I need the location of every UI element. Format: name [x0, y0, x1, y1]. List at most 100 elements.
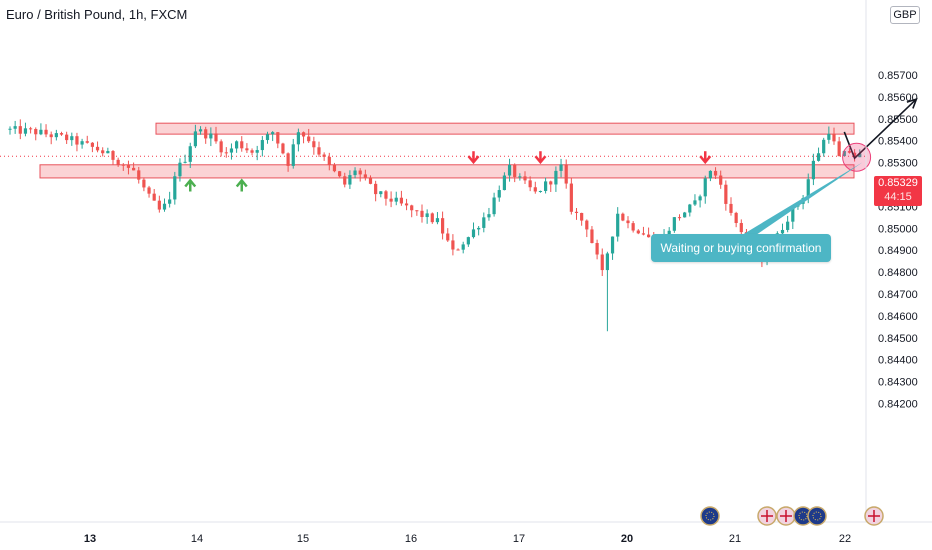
candle[interactable] — [332, 162, 337, 173]
candle[interactable] — [178, 158, 182, 182]
candle[interactable] — [564, 159, 568, 189]
candle[interactable] — [554, 166, 558, 192]
candle[interactable] — [286, 152, 290, 172]
candle[interactable] — [708, 170, 712, 182]
candle[interactable] — [44, 124, 48, 138]
candle[interactable] — [116, 157, 120, 167]
candle[interactable] — [492, 192, 496, 217]
candle[interactable] — [590, 226, 594, 244]
candle[interactable] — [605, 251, 609, 332]
events[interactable] — [700, 506, 884, 526]
candle[interactable] — [703, 175, 707, 204]
candle[interactable] — [188, 142, 192, 169]
candle[interactable] — [59, 131, 64, 136]
candle[interactable] — [296, 128, 300, 152]
candle[interactable] — [183, 154, 187, 164]
candle[interactable] — [368, 175, 373, 185]
candle[interactable] — [198, 126, 203, 135]
candle[interactable] — [502, 172, 506, 191]
uk-flag-icon[interactable] — [757, 506, 777, 526]
candle[interactable] — [101, 147, 105, 157]
eu-flag-icon[interactable] — [793, 506, 813, 526]
candle[interactable] — [363, 169, 367, 181]
candle[interactable] — [168, 191, 172, 208]
candle[interactable] — [121, 163, 125, 171]
candle[interactable] — [544, 177, 548, 194]
candle[interactable] — [157, 195, 161, 213]
candle[interactable] — [580, 212, 584, 226]
candle[interactable] — [255, 145, 259, 161]
candle[interactable] — [193, 124, 197, 149]
candle[interactable] — [399, 190, 403, 206]
candle[interactable] — [13, 120, 17, 134]
candle[interactable] — [338, 170, 342, 178]
candle[interactable] — [90, 142, 94, 153]
candle[interactable] — [307, 128, 311, 143]
candle[interactable] — [245, 143, 249, 154]
candle[interactable] — [173, 171, 177, 205]
candle[interactable] — [446, 228, 450, 242]
candle[interactable] — [348, 170, 352, 189]
candle[interactable] — [569, 177, 573, 215]
candle[interactable] — [111, 150, 115, 165]
candle[interactable] — [147, 185, 151, 198]
candle[interactable] — [312, 136, 316, 155]
candle[interactable] — [507, 158, 512, 182]
candle[interactable] — [317, 141, 321, 157]
candle[interactable] — [322, 152, 326, 161]
uk-flag-icon[interactable] — [864, 506, 884, 526]
candle[interactable] — [456, 248, 460, 251]
candle[interactable] — [477, 225, 481, 236]
candle[interactable] — [65, 131, 69, 144]
candle[interactable] — [85, 135, 89, 144]
candle[interactable] — [281, 142, 285, 155]
candle[interactable] — [847, 148, 852, 154]
candle[interactable] — [677, 214, 682, 221]
candle[interactable] — [441, 211, 445, 240]
candle[interactable] — [466, 236, 470, 247]
candle[interactable] — [585, 219, 589, 238]
candle[interactable] — [54, 129, 58, 141]
currency-badge[interactable]: GBP — [890, 6, 920, 24]
candle[interactable] — [672, 217, 676, 233]
candle[interactable] — [538, 190, 543, 193]
candle[interactable] — [610, 236, 615, 260]
candle[interactable] — [394, 191, 398, 206]
candle[interactable] — [482, 212, 486, 233]
candle[interactable] — [374, 180, 378, 202]
candle[interactable] — [132, 162, 136, 171]
candle[interactable] — [95, 141, 100, 153]
candle[interactable] — [528, 176, 532, 192]
candle[interactable] — [8, 126, 12, 135]
highlight-circle[interactable] — [842, 142, 872, 172]
candle[interactable] — [204, 126, 208, 144]
candle[interactable] — [250, 148, 254, 156]
candle[interactable] — [276, 132, 280, 149]
candle[interactable] — [75, 132, 79, 152]
candle[interactable] — [471, 222, 476, 239]
candle[interactable] — [688, 203, 692, 217]
candle[interactable] — [425, 209, 429, 224]
candle[interactable] — [729, 197, 733, 216]
candle[interactable] — [631, 221, 635, 233]
candle[interactable] — [18, 119, 22, 140]
candle[interactable] — [152, 188, 156, 201]
candle[interactable] — [497, 185, 501, 202]
candle[interactable] — [39, 123, 43, 136]
candle[interactable] — [451, 234, 455, 256]
candle[interactable] — [786, 215, 790, 233]
candle[interactable] — [80, 138, 84, 149]
candle[interactable] — [734, 211, 738, 228]
candle[interactable] — [34, 127, 38, 141]
uk-flag-icon[interactable] — [776, 506, 796, 526]
candle[interactable] — [29, 126, 33, 134]
candle[interactable] — [265, 131, 270, 144]
candle[interactable] — [209, 127, 213, 147]
candle[interactable] — [291, 138, 295, 169]
candle[interactable] — [513, 163, 517, 183]
candle[interactable] — [461, 241, 465, 254]
candle[interactable] — [523, 171, 527, 185]
drawings[interactable] — [742, 97, 918, 235]
candle[interactable] — [229, 143, 234, 160]
